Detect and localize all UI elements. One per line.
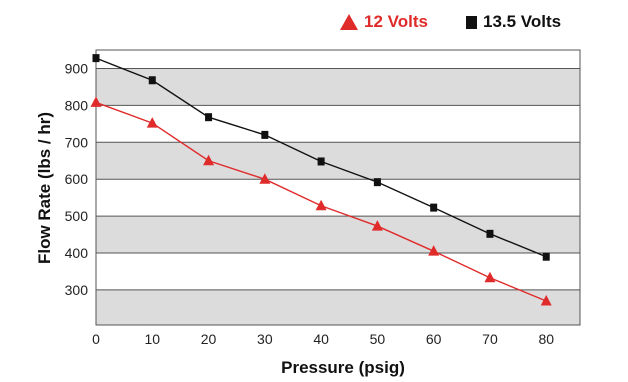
plot-band bbox=[96, 289, 580, 325]
x-tick-label: 80 bbox=[538, 331, 554, 347]
data-point-13-5-volts bbox=[148, 76, 156, 85]
data-point-12-volts bbox=[428, 245, 440, 256]
legend-item-13-5-volts: 13.5 Volts bbox=[466, 12, 561, 32]
x-axis-ticks: 0 10 20 30 40 50 60 70 80 bbox=[92, 331, 554, 347]
data-point-13-5-volts bbox=[205, 113, 213, 122]
x-axis-title: Pressure (psig) bbox=[281, 358, 405, 377]
data-point-13-5-volts bbox=[430, 203, 438, 212]
y-tick-label: 300 bbox=[65, 282, 89, 298]
plot-frame bbox=[95, 49, 581, 326]
legend-label-12-volts: 12 Volts bbox=[364, 12, 428, 31]
data-point-12-volts bbox=[540, 295, 552, 306]
legend-label-13-5-volts: 13.5 Volts bbox=[483, 12, 562, 31]
data-point-13-5-volts bbox=[317, 157, 325, 166]
chart-legend: 12 Volts 13.5 Volts bbox=[0, 12, 628, 42]
plot-band bbox=[96, 105, 580, 143]
x-tick-label: 30 bbox=[257, 331, 273, 347]
data-point-12-volts bbox=[371, 220, 383, 231]
y-tick-label: 800 bbox=[65, 97, 89, 113]
plot-band bbox=[96, 253, 580, 290]
plot-band bbox=[96, 179, 580, 217]
y-axis-title: Flow Rate (lbs / hr) bbox=[35, 112, 54, 264]
y-tick-label: 400 bbox=[65, 245, 89, 261]
plot-band bbox=[96, 68, 580, 106]
plot-band bbox=[96, 216, 580, 254]
data-point-12-volts bbox=[146, 117, 158, 128]
x-tick-label: 0 bbox=[92, 331, 100, 347]
legend-item-12-volts: 12 Volts bbox=[340, 12, 428, 32]
data-point-13-5-volts bbox=[92, 54, 100, 63]
data-point-12-volts bbox=[203, 154, 215, 166]
x-tick-label: 40 bbox=[313, 331, 329, 347]
data-point-13-5-volts bbox=[373, 178, 381, 187]
y-tick-label: 600 bbox=[65, 171, 89, 187]
square-marker-icon bbox=[466, 15, 477, 29]
y-tick-label: 900 bbox=[65, 60, 89, 76]
data-point-12-volts bbox=[484, 271, 496, 283]
y-tick-label: 500 bbox=[65, 208, 89, 224]
plot-band bbox=[96, 50, 580, 69]
data-point-13-5-volts bbox=[261, 130, 269, 139]
x-tick-label: 70 bbox=[482, 331, 498, 347]
data-point-13-5-volts bbox=[486, 229, 494, 238]
x-tick-label: 10 bbox=[144, 331, 160, 347]
y-axis-ticks: 300 400 500 600 700 800 900 bbox=[65, 60, 89, 297]
x-tick-label: 60 bbox=[426, 331, 442, 347]
plot-border bbox=[95, 49, 581, 326]
grid-lines bbox=[96, 49, 580, 291]
data-point-12-volts bbox=[315, 199, 327, 211]
plot-band bbox=[96, 142, 580, 180]
data-point-13-5-volts bbox=[542, 252, 550, 261]
y-tick-label: 700 bbox=[65, 134, 89, 150]
plot-background bbox=[96, 50, 580, 325]
data-point-12-volts bbox=[90, 96, 102, 107]
series-markers bbox=[90, 54, 552, 306]
x-tick-label: 50 bbox=[370, 331, 386, 347]
triangle-marker-icon bbox=[340, 14, 358, 30]
data-point-12-volts bbox=[259, 173, 271, 184]
x-tick-label: 20 bbox=[201, 331, 217, 347]
